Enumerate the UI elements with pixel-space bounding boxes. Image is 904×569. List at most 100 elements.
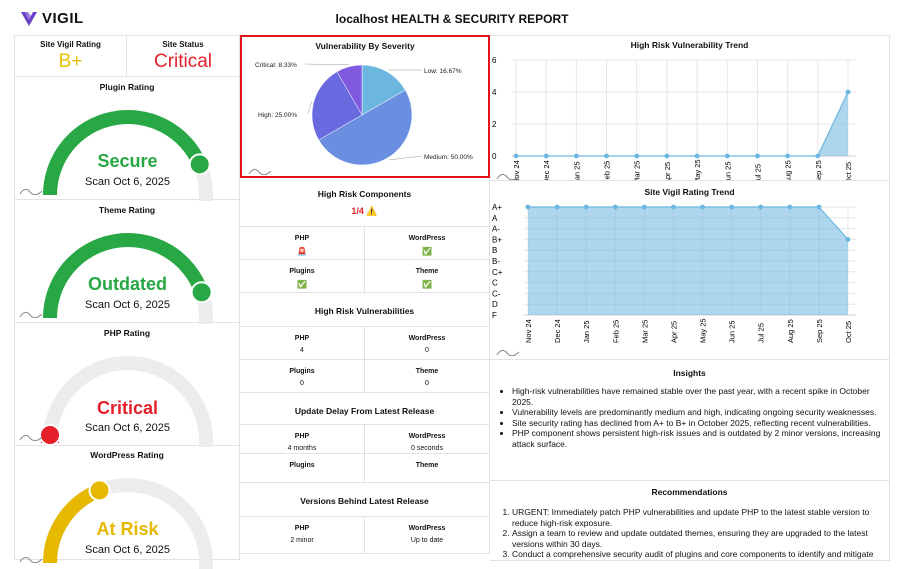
grid-cell-theme: Theme✅	[365, 260, 490, 293]
data-point[interactable]	[846, 237, 851, 242]
data-point[interactable]	[758, 205, 763, 210]
data-point[interactable]	[729, 205, 734, 210]
severity-pie-chart: Low: 16.67%Medium: 50.00%High: 25.00%Cri…	[242, 51, 488, 176]
grid-cell-value: 0 seconds	[365, 445, 489, 452]
grid-cell-label: WordPress	[365, 433, 489, 440]
data-point[interactable]	[815, 154, 820, 159]
grid-cell-label: WordPress	[365, 525, 489, 532]
x-tick-label: Dec 24	[542, 160, 551, 180]
vuln-trend-title: High Risk Vulnerability Trend	[490, 40, 889, 50]
gauge-scan-date: Scan Oct 6, 2025	[15, 176, 240, 188]
insights-list: High-risk vulnerabilities have remained …	[490, 386, 889, 449]
grid-cell-label: Plugins	[240, 368, 364, 375]
gauge-status-word: Critical	[15, 398, 240, 419]
data-point[interactable]	[555, 205, 560, 210]
data-point[interactable]	[755, 154, 760, 159]
insight-item: PHP component shows persistent high-risk…	[512, 428, 881, 449]
y-tick-label: 2	[492, 120, 497, 129]
data-point[interactable]	[785, 154, 790, 159]
area-fill	[528, 207, 848, 315]
x-tick-label: Jul 25	[757, 323, 766, 343]
site-rating-label: Site Vigil Rating	[15, 40, 126, 49]
high-risk-components-header: High Risk Components 1/4 ⚠️	[240, 180, 490, 227]
x-tick-label: Feb 25	[603, 161, 612, 180]
data-point[interactable]	[544, 154, 549, 159]
x-tick-label: Dec 24	[553, 319, 562, 343]
data-point[interactable]	[634, 154, 639, 159]
insights-card: Insights High-risk vulnerabilities have …	[490, 360, 890, 481]
grid-cell-value: Up to date	[365, 537, 489, 544]
x-tick-label: Sep 25	[814, 160, 823, 180]
pie-label-medium: Medium: 50.00%	[424, 154, 473, 161]
recommendations-title: Recommendations	[490, 487, 889, 497]
grid-cell-label: Theme	[365, 462, 489, 469]
data-point[interactable]	[526, 205, 531, 210]
update-delay-title: Update Delay From Latest Release	[240, 406, 489, 416]
recommendation-item: Assign a team to review and update outda…	[512, 528, 885, 549]
chart-mini-icon	[496, 346, 520, 356]
grid-cell-wordpress: WordPress✅	[365, 227, 490, 260]
pie-leader-line	[308, 102, 312, 114]
data-point[interactable]	[671, 205, 676, 210]
site-status-label: Site Status	[127, 40, 239, 49]
gauge-status-word: Secure	[15, 151, 240, 172]
x-tick-label: Apr 25	[663, 162, 672, 180]
pie-leader-line	[388, 156, 422, 160]
x-tick-label: Feb 25	[611, 320, 620, 343]
grid-cell-php: PHP🚨	[240, 227, 365, 260]
gauge-scan-date: Scan Oct 6, 2025	[15, 299, 240, 311]
severity-title: Vulnerability By Severity	[242, 41, 488, 51]
vulnerability-severity-card: Vulnerability By Severity Low: 16.67%Med…	[240, 35, 490, 178]
recommendations-card: Recommendations URGENT: Immediately patc…	[490, 481, 890, 561]
x-tick-label: Mar 25	[640, 320, 649, 343]
x-tick-label: Apr 25	[669, 321, 678, 343]
y-tick-label: 4	[492, 88, 497, 97]
data-point[interactable]	[700, 205, 705, 210]
grid-cell-label: PHP	[240, 433, 364, 440]
grid-cell-value: 2 minor	[240, 537, 364, 544]
chart-mini-icon	[248, 165, 272, 175]
grid-cell-value: 0	[365, 380, 489, 387]
x-tick-label: Jun 25	[728, 320, 737, 343]
data-point[interactable]	[695, 154, 700, 159]
grid-cell-wordpress: WordPress 0 seconds	[365, 425, 490, 454]
data-point[interactable]	[817, 205, 822, 210]
data-point[interactable]	[613, 205, 618, 210]
data-point[interactable]	[574, 154, 579, 159]
y-tick-label: C	[492, 279, 498, 288]
grid-cell-value: 0	[365, 347, 489, 354]
chart-mini-icon	[19, 308, 43, 318]
data-point[interactable]	[604, 154, 609, 159]
x-tick-label: Nov 24	[524, 319, 533, 343]
data-point[interactable]	[665, 154, 670, 159]
data-point[interactable]	[846, 90, 851, 95]
site-rating-value: B+	[15, 51, 126, 73]
y-tick-label: D	[492, 300, 498, 309]
data-point[interactable]	[642, 205, 647, 210]
grid-cell-value: ✅	[240, 280, 364, 289]
grid-cell-label: PHP	[240, 235, 364, 242]
data-point[interactable]	[584, 205, 589, 210]
x-tick-label: Jan 25	[572, 161, 581, 180]
insight-item: High-risk vulnerabilities have remained …	[512, 386, 881, 407]
data-point[interactable]	[514, 154, 519, 159]
x-tick-label: Oct 25	[844, 162, 853, 180]
site-status-card: Site Status Critical	[127, 35, 240, 77]
data-point[interactable]	[725, 154, 730, 159]
x-tick-label: Oct 25	[844, 321, 853, 343]
chart-mini-icon	[496, 170, 520, 180]
recommendation-item: Conduct a comprehensive security audit o…	[512, 549, 885, 560]
data-point[interactable]	[787, 205, 792, 210]
y-tick-label: A-	[492, 225, 500, 234]
